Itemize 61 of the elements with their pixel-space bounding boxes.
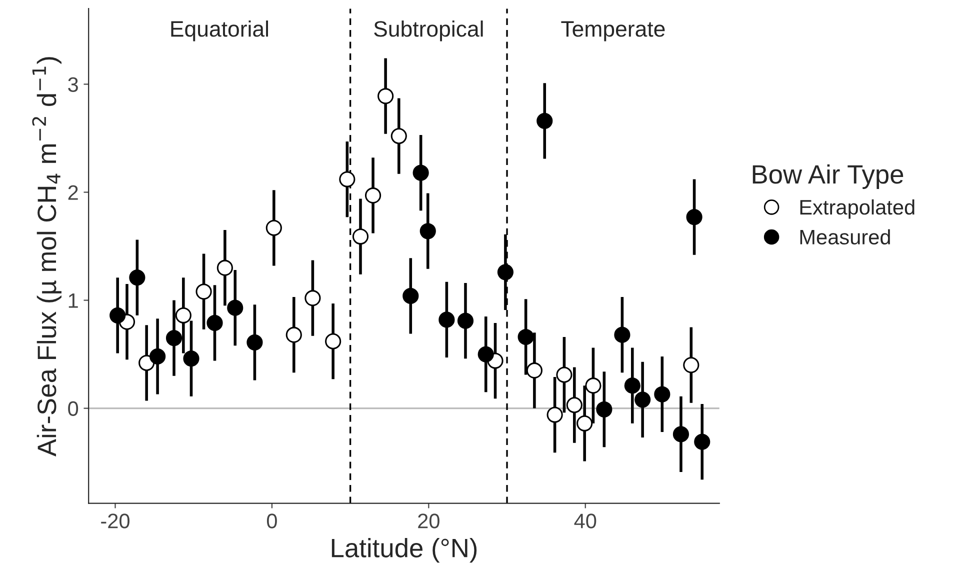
point bbox=[352, 228, 369, 245]
point bbox=[402, 288, 419, 304]
legend-label: Extrapolated bbox=[800, 199, 914, 219]
point bbox=[246, 334, 263, 350]
legend-title: Bow Air Type bbox=[752, 164, 904, 189]
point bbox=[339, 171, 356, 188]
point bbox=[634, 392, 651, 408]
point bbox=[683, 357, 700, 374]
point bbox=[438, 312, 455, 328]
point bbox=[694, 434, 710, 450]
x-tick-label: 40 bbox=[574, 514, 596, 528]
x-tick-label: 0 bbox=[266, 514, 277, 528]
point bbox=[585, 378, 602, 394]
point bbox=[390, 128, 407, 144]
point bbox=[325, 333, 342, 350]
point bbox=[378, 88, 394, 104]
annotation: Temperate bbox=[561, 21, 665, 42]
point bbox=[196, 284, 212, 300]
y-tick-label: 3 bbox=[68, 77, 78, 92]
point bbox=[216, 260, 233, 276]
point bbox=[227, 300, 244, 316]
point bbox=[206, 314, 223, 331]
point bbox=[364, 187, 382, 204]
y-tick-label: 1 bbox=[68, 293, 78, 308]
point bbox=[110, 307, 126, 324]
point bbox=[420, 223, 436, 240]
point bbox=[304, 290, 321, 306]
point bbox=[654, 386, 670, 402]
point bbox=[286, 326, 302, 343]
point bbox=[596, 401, 612, 418]
y-tick-label: 2 bbox=[68, 185, 78, 200]
point bbox=[266, 220, 282, 236]
point bbox=[478, 346, 494, 362]
point bbox=[138, 354, 155, 371]
y-tick-label: 0 bbox=[68, 401, 78, 416]
point bbox=[546, 406, 563, 423]
point bbox=[566, 397, 582, 414]
point bbox=[457, 312, 474, 329]
point bbox=[518, 328, 534, 346]
point bbox=[183, 350, 200, 367]
annotation: Equatorial bbox=[171, 20, 268, 42]
x-tick-label: 20 bbox=[418, 514, 440, 528]
point bbox=[412, 164, 429, 181]
point bbox=[150, 348, 166, 364]
point bbox=[166, 330, 182, 346]
point bbox=[536, 112, 553, 129]
point bbox=[686, 209, 702, 226]
point bbox=[129, 270, 146, 286]
point bbox=[175, 307, 192, 324]
legend-label: Measured bbox=[800, 229, 890, 245]
point bbox=[497, 264, 514, 280]
annotation: Subtropical bbox=[374, 20, 483, 42]
point bbox=[614, 326, 630, 343]
point bbox=[556, 366, 572, 383]
x-axis-title: Latitude (°N) bbox=[332, 538, 477, 563]
point bbox=[672, 426, 690, 442]
point bbox=[576, 415, 593, 432]
y-axis-title: Air-Sea Flux (µ mol CH$_{4}$ m$^{−2}$ d$^{−1}$) bbox=[32, 57, 62, 456]
x-tick-label: -20 bbox=[101, 514, 130, 528]
point bbox=[624, 378, 640, 394]
point bbox=[526, 362, 542, 379]
